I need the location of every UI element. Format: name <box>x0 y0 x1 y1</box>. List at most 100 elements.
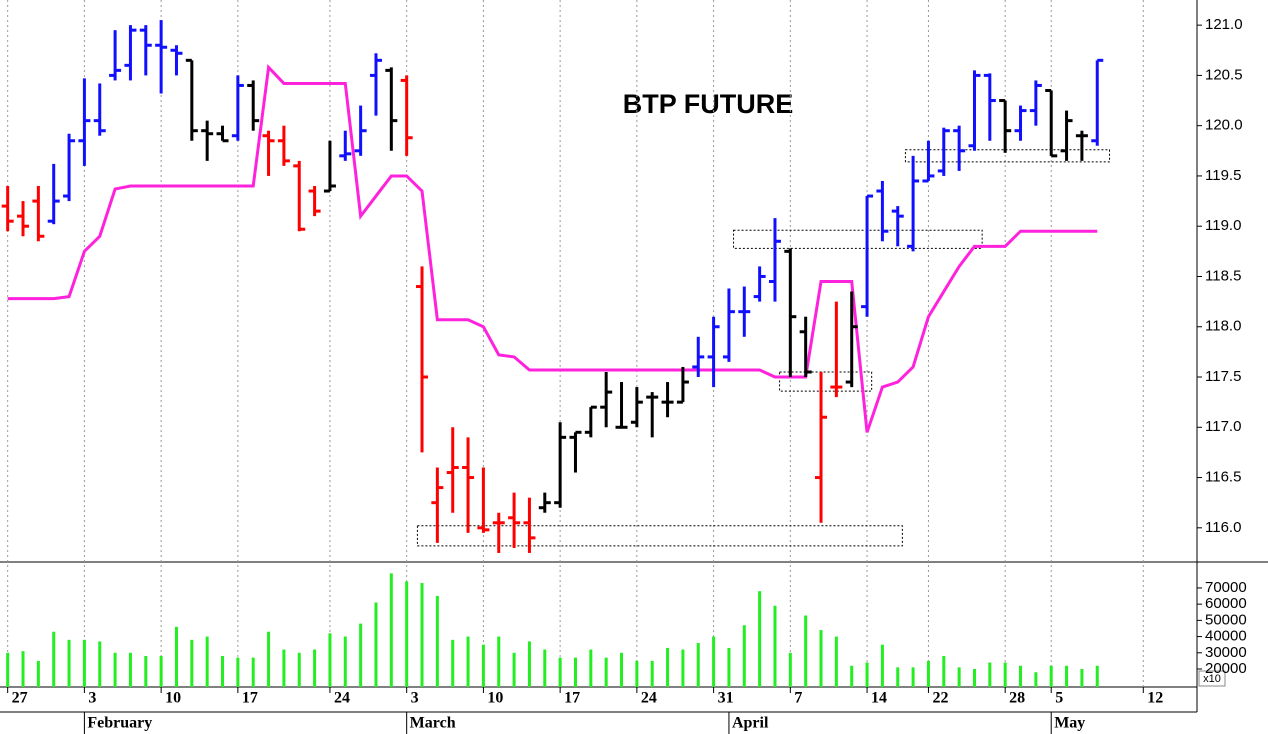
volume-bar <box>328 633 332 687</box>
volume-bar <box>957 667 961 687</box>
volume-bar <box>159 656 163 687</box>
volume-bar <box>926 660 930 687</box>
volume-bar <box>36 660 40 687</box>
zone <box>779 371 873 392</box>
volume-bar <box>850 665 854 687</box>
volume-bar <box>389 573 393 687</box>
y-tick-label: 120.5 <box>1205 66 1243 83</box>
volume-bar <box>144 656 148 687</box>
volume-bar <box>282 649 286 687</box>
volume-bar <box>773 605 777 687</box>
volume-bar <box>712 636 716 687</box>
unit-box <box>1198 670 1226 687</box>
zone <box>733 229 983 249</box>
volume-bar <box>297 652 301 687</box>
y-tick-label: 60000 <box>1205 595 1247 612</box>
x-tick-label: 10 <box>165 690 181 707</box>
volume-bar <box>620 652 624 687</box>
x-tick-label: 12 <box>1147 690 1163 707</box>
volume-bar <box>481 644 485 687</box>
volume-bar <box>650 660 654 687</box>
volume-bar <box>880 644 884 687</box>
volume-bar <box>988 662 992 687</box>
volume-bar <box>1034 672 1038 687</box>
y-tick-label: 119.0 <box>1205 217 1241 234</box>
volume-bar <box>942 656 946 687</box>
volume-bar <box>742 625 746 687</box>
volume-bar <box>758 591 762 687</box>
month-label: February <box>87 715 152 732</box>
volume-bar <box>681 649 685 687</box>
trend-line <box>7 64 1098 433</box>
volume-bar <box>666 647 670 687</box>
x-tick-label: 3 <box>411 690 419 707</box>
x-tick-label: 22 <box>932 690 948 707</box>
volume-bar <box>359 623 363 687</box>
x-tick-label: 24 <box>334 690 350 707</box>
y-tick-label: 120.0 <box>1205 117 1243 134</box>
volume-bar <box>6 652 10 687</box>
y-tick-label: 116.5 <box>1205 469 1241 486</box>
y-tick-label: 50000 <box>1205 611 1247 628</box>
volume-bar <box>67 639 71 687</box>
volume-bar <box>696 643 700 687</box>
x-tick-label: 17 <box>242 690 258 707</box>
x-tick-label: 3 <box>88 690 96 707</box>
y-tick-label: 30000 <box>1205 644 1247 661</box>
x-tick-label: 5 <box>1055 690 1063 707</box>
volume-bar <box>558 657 562 687</box>
x-tick-label: 7 <box>794 690 802 707</box>
volume-bar <box>1065 665 1069 687</box>
volume-bar <box>573 657 577 687</box>
x-tick-label: 17 <box>564 690 580 707</box>
volume-bar <box>466 636 470 687</box>
month-label: April <box>732 715 769 732</box>
zone <box>416 525 903 547</box>
volume-bar <box>98 641 102 687</box>
y-tick-label: 118.0 <box>1205 318 1241 335</box>
y-tick-label: 118.5 <box>1205 267 1241 284</box>
volume-bar <box>190 639 194 687</box>
volume-bar <box>1019 665 1023 687</box>
volume-bar <box>1080 669 1084 687</box>
volume-bar <box>512 652 516 687</box>
x-tick-label: 14 <box>871 690 887 707</box>
volume-bar <box>205 636 209 687</box>
volume-bar <box>727 647 731 687</box>
volume-bar <box>527 641 531 687</box>
chart-title: BTP FUTURE <box>623 89 794 119</box>
volume-bar <box>113 652 117 687</box>
x-tick-label: 27 <box>12 690 28 707</box>
volume-bar <box>543 649 547 687</box>
x-tick-label: 31 <box>718 690 734 707</box>
y-tick-label: 119.5 <box>1205 167 1241 184</box>
volume-bar <box>343 636 347 687</box>
volume-bar <box>834 636 838 687</box>
volume-bar <box>604 657 608 687</box>
volume-bar <box>82 639 86 687</box>
month-label: May <box>1054 715 1085 732</box>
y-tick-label: 116.0 <box>1205 519 1241 536</box>
y-tick-label: 20000 <box>1205 660 1247 677</box>
volume-bar <box>52 631 56 687</box>
volume-bar <box>1049 665 1053 687</box>
volume-bar <box>374 602 378 687</box>
volume-bar <box>819 630 823 687</box>
y-tick-label: 40000 <box>1205 628 1247 645</box>
volume-bar <box>174 626 178 687</box>
x-tick-label: 10 <box>487 690 503 707</box>
volume-bar <box>1095 665 1099 687</box>
y-tick-label: 70000 <box>1205 579 1247 596</box>
y-tick-label: 117.5 <box>1205 368 1241 385</box>
volume-bar <box>635 660 639 687</box>
volume-bar <box>972 669 976 687</box>
volume-bar <box>420 583 424 687</box>
volume-bar <box>1003 662 1007 687</box>
x-tick-label: 24 <box>641 690 657 707</box>
volume-bar <box>21 651 25 687</box>
volume-bar <box>788 652 792 687</box>
y-tick-label: 121.0 <box>1205 16 1243 33</box>
volume-bar <box>865 662 869 687</box>
